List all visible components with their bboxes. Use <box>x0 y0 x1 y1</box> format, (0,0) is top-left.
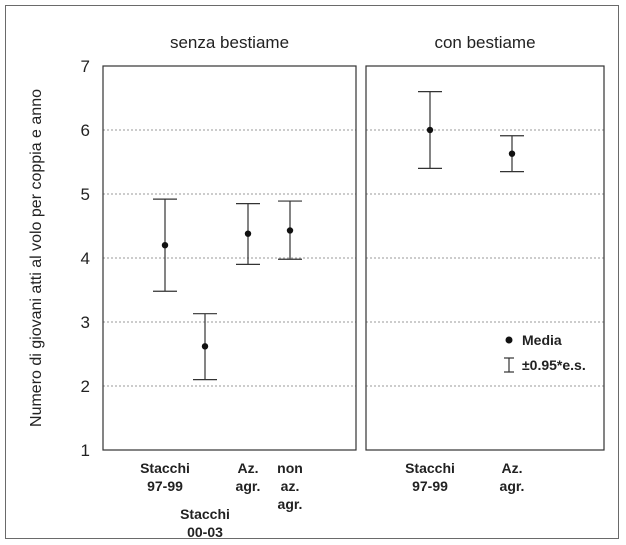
category-label-p1-4-2: az. <box>281 478 300 494</box>
y-tick-label-3: 3 <box>81 313 90 332</box>
mean-point-p1-1 <box>161 242 169 249</box>
y-tick-label-7: 7 <box>81 57 90 76</box>
mean-point-p1-2 <box>201 343 209 350</box>
panel-1-title: senza bestiame <box>170 33 289 52</box>
category-label-p1-4-3: agr. <box>278 496 303 512</box>
y-tick-label-1: 1 <box>81 441 90 460</box>
category-label-p1-2-1: Stacchi <box>180 506 230 522</box>
y-axis-label: Numero di giovani atti al volo per coppi… <box>28 89 45 427</box>
category-label-p1-4-1: non <box>277 460 303 476</box>
mean-point-p1-4 <box>286 227 294 234</box>
category-label-p2-2-1: Az. <box>502 460 523 476</box>
category-label-p1-3-2: agr. <box>236 478 261 494</box>
category-label-p1-1-2: 97-99 <box>147 478 183 494</box>
legend-error-label: ±0.95*e.s. <box>522 357 586 373</box>
category-label-p2-1-2: 97-99 <box>412 478 448 494</box>
mean-point-p2-1 <box>426 126 434 134</box>
y-tick-label-6: 6 <box>81 121 90 140</box>
mean-point-p1-3 <box>244 230 252 237</box>
y-tick-label-2: 2 <box>81 377 90 396</box>
legend-mean-label: Media <box>522 332 562 348</box>
category-label-p1-3-1: Az. <box>238 460 259 476</box>
category-label-p1-1-1: Stacchi <box>140 460 190 476</box>
category-label-p1-2-2: 00-03 <box>187 524 223 540</box>
panel-2-title: con bestiame <box>434 33 535 52</box>
category-label-p2-1-1: Stacchi <box>405 460 455 476</box>
y-tick-label-4: 4 <box>81 249 90 268</box>
mean-point-p2-2 <box>508 150 516 157</box>
panel-1-border <box>102 65 357 451</box>
category-label-p2-2-2: agr. <box>500 478 525 494</box>
legend-mean-marker <box>505 336 513 344</box>
panel-2-border <box>365 65 605 451</box>
y-tick-label-5: 5 <box>81 185 90 204</box>
